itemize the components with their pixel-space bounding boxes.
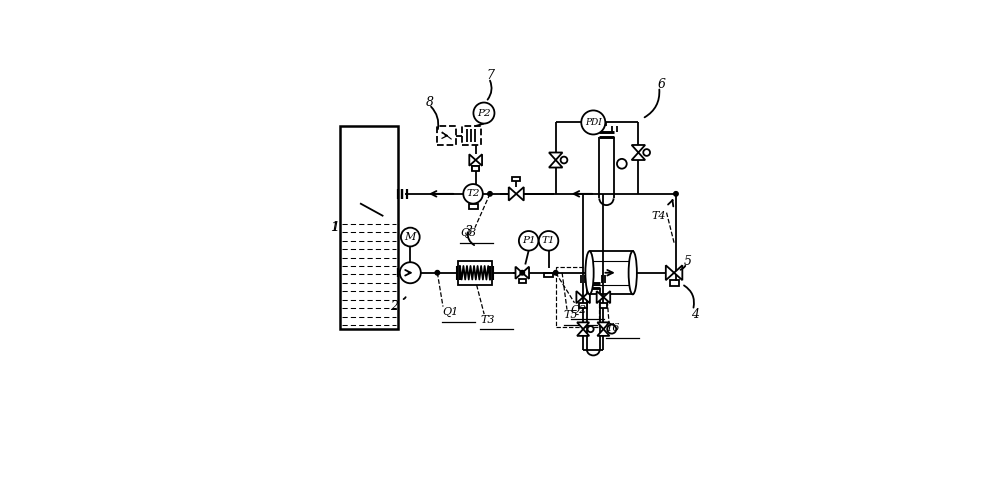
Text: Q3: Q3 <box>460 228 476 238</box>
Bar <box>600 303 607 307</box>
Bar <box>556 267 599 327</box>
Text: T5: T5 <box>564 310 578 320</box>
Polygon shape <box>674 265 682 280</box>
Polygon shape <box>516 266 522 279</box>
Circle shape <box>488 192 492 196</box>
Circle shape <box>539 231 558 250</box>
Circle shape <box>588 326 594 332</box>
Bar <box>458 261 492 285</box>
Circle shape <box>608 326 614 332</box>
Polygon shape <box>516 187 524 201</box>
Text: T4: T4 <box>652 211 666 222</box>
Text: 3: 3 <box>465 225 473 238</box>
Text: 1: 1 <box>331 221 339 234</box>
Text: 7: 7 <box>486 69 494 82</box>
Circle shape <box>553 270 558 275</box>
Text: 4: 4 <box>691 307 699 321</box>
Text: Q1: Q1 <box>442 307 458 317</box>
Polygon shape <box>549 152 562 160</box>
Circle shape <box>607 325 616 334</box>
Text: M: M <box>405 232 416 242</box>
Circle shape <box>519 231 538 250</box>
Polygon shape <box>666 265 674 280</box>
Polygon shape <box>632 152 645 160</box>
Polygon shape <box>576 291 583 303</box>
Polygon shape <box>597 291 603 303</box>
Bar <box>469 203 478 209</box>
Circle shape <box>581 110 605 135</box>
Bar <box>590 251 633 294</box>
Text: 2: 2 <box>390 300 398 313</box>
Polygon shape <box>597 329 610 336</box>
Text: P2: P2 <box>477 108 491 118</box>
Polygon shape <box>577 329 589 336</box>
Polygon shape <box>549 160 562 167</box>
Bar <box>670 280 679 285</box>
Circle shape <box>473 102 494 123</box>
Polygon shape <box>522 266 529 279</box>
Bar <box>519 279 526 283</box>
Polygon shape <box>476 154 482 166</box>
Text: T3: T3 <box>480 315 495 325</box>
Bar <box>437 126 456 145</box>
Circle shape <box>435 270 440 275</box>
Text: 6: 6 <box>657 79 665 91</box>
Text: 8: 8 <box>425 97 433 109</box>
Circle shape <box>520 270 525 275</box>
Polygon shape <box>603 291 610 303</box>
Polygon shape <box>577 323 589 329</box>
Text: 5: 5 <box>683 255 691 268</box>
Polygon shape <box>632 145 645 152</box>
Ellipse shape <box>585 251 594 294</box>
Text: T6: T6 <box>606 323 620 333</box>
Polygon shape <box>597 323 610 329</box>
Circle shape <box>561 157 567 163</box>
Bar <box>579 303 587 307</box>
Circle shape <box>643 149 650 156</box>
Circle shape <box>674 192 678 196</box>
Bar <box>472 166 479 171</box>
Bar <box>340 126 398 329</box>
Bar <box>544 273 553 277</box>
Circle shape <box>400 262 421 283</box>
Text: 1: 1 <box>330 221 338 234</box>
Bar <box>512 177 520 181</box>
Bar <box>472 166 479 170</box>
Circle shape <box>463 184 483 203</box>
Text: Q2: Q2 <box>571 305 587 315</box>
Polygon shape <box>509 187 516 201</box>
Circle shape <box>617 159 627 169</box>
Text: T1: T1 <box>542 236 555 245</box>
Text: PDI: PDI <box>585 118 602 127</box>
Circle shape <box>401 227 420 246</box>
Text: P1: P1 <box>522 236 535 245</box>
Text: T2: T2 <box>466 189 480 198</box>
Polygon shape <box>469 154 476 166</box>
Polygon shape <box>583 291 590 303</box>
Bar <box>462 126 481 145</box>
Ellipse shape <box>629 251 637 294</box>
